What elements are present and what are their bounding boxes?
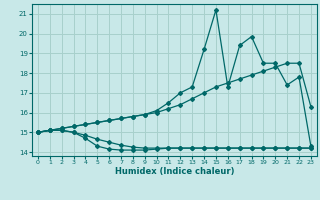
X-axis label: Humidex (Indice chaleur): Humidex (Indice chaleur) (115, 167, 234, 176)
